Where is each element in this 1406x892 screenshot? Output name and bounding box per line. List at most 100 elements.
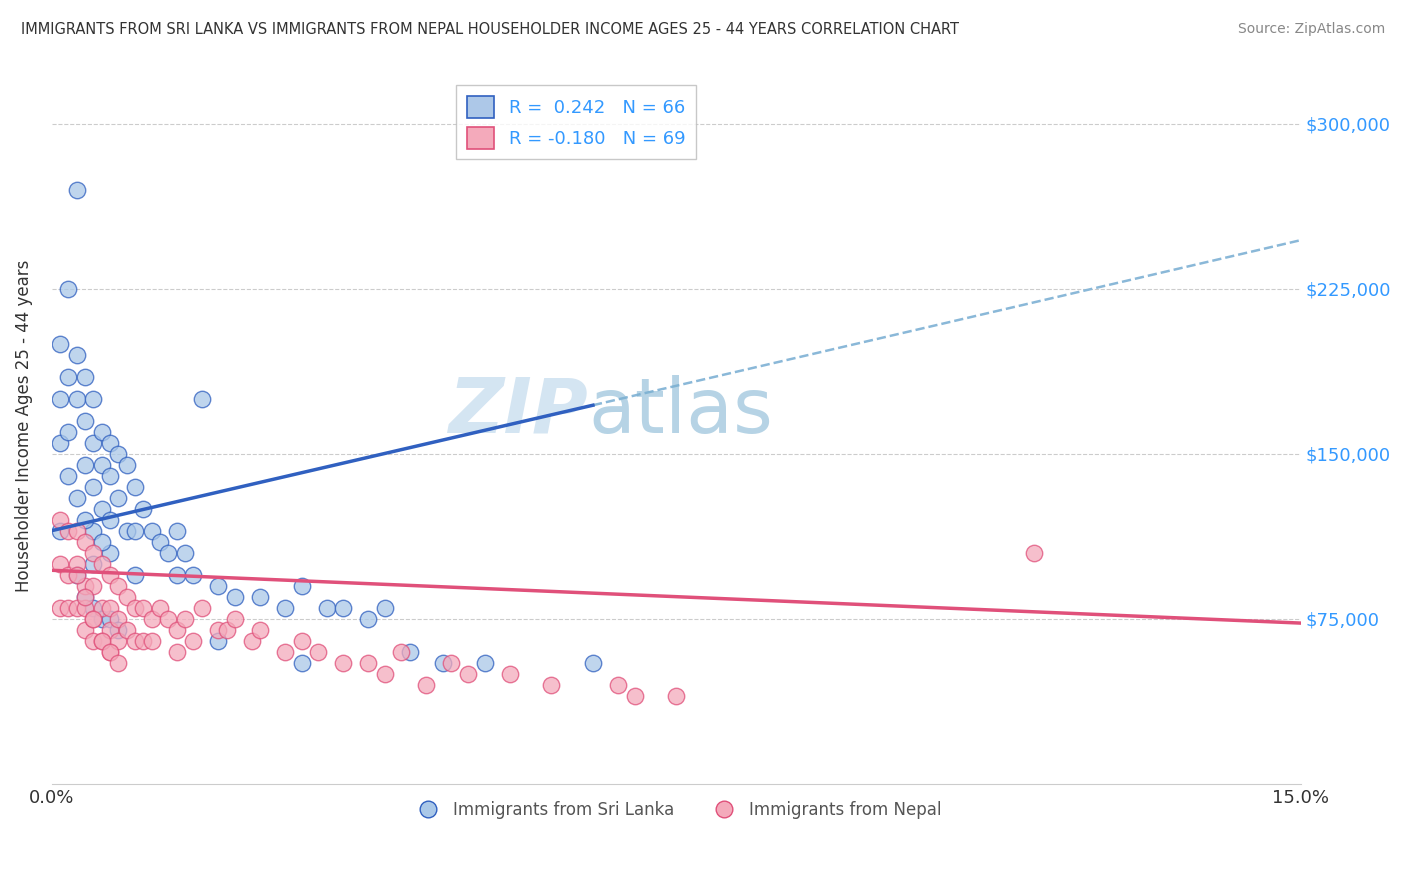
Point: [58, 524, 80, 538]
Point: [107, 633, 129, 648]
Point: [181, 633, 204, 648]
Point: [107, 447, 129, 461]
Legend: Immigrants from Sri Lanka, Immigrants from Nepal: Immigrants from Sri Lanka, Immigrants fr…: [405, 794, 948, 825]
Point: [132, 600, 155, 615]
Point: [398, 645, 420, 659]
Point: [606, 678, 628, 692]
Point: [474, 656, 496, 670]
Point: [457, 666, 479, 681]
Point: [166, 567, 188, 582]
Point: [332, 656, 354, 670]
Point: [174, 546, 197, 560]
Point: [124, 633, 146, 648]
Point: [73, 590, 96, 604]
Point: [157, 612, 180, 626]
Point: [240, 633, 263, 648]
Point: [290, 579, 312, 593]
Point: [132, 633, 155, 648]
Point: [58, 369, 80, 384]
Point: [66, 600, 89, 615]
Point: [315, 600, 337, 615]
Point: [73, 369, 96, 384]
Point: [499, 666, 522, 681]
Point: [166, 623, 188, 637]
Point: [440, 656, 463, 670]
Point: [66, 348, 89, 362]
Point: [82, 612, 104, 626]
Point: [374, 666, 396, 681]
Point: [665, 689, 688, 703]
Point: [66, 183, 89, 197]
Point: [107, 579, 129, 593]
Point: [49, 513, 72, 527]
Point: [90, 557, 112, 571]
Point: [49, 600, 72, 615]
Point: [98, 600, 121, 615]
Point: [190, 600, 212, 615]
Point: [73, 623, 96, 637]
Point: [98, 645, 121, 659]
Point: [332, 600, 354, 615]
Point: [90, 600, 112, 615]
Point: [124, 600, 146, 615]
Point: [115, 524, 138, 538]
Point: [58, 425, 80, 439]
Point: [82, 579, 104, 593]
Point: [73, 534, 96, 549]
Point: [66, 491, 89, 505]
Point: [290, 633, 312, 648]
Point: [249, 623, 271, 637]
Point: [190, 392, 212, 406]
Point: [115, 590, 138, 604]
Point: [82, 546, 104, 560]
Point: [82, 524, 104, 538]
Point: [90, 612, 112, 626]
Point: [174, 612, 197, 626]
Point: [58, 282, 80, 296]
Point: [98, 612, 121, 626]
Point: [98, 546, 121, 560]
Point: [73, 458, 96, 472]
Point: [58, 567, 80, 582]
Point: [141, 633, 163, 648]
Y-axis label: Householder Income Ages 25 - 44 years: Householder Income Ages 25 - 44 years: [15, 260, 32, 592]
Point: [82, 612, 104, 626]
Point: [307, 645, 329, 659]
Point: [141, 524, 163, 538]
Text: IMMIGRANTS FROM SRI LANKA VS IMMIGRANTS FROM NEPAL HOUSEHOLDER INCOME AGES 25 - : IMMIGRANTS FROM SRI LANKA VS IMMIGRANTS …: [21, 22, 959, 37]
Point: [207, 579, 229, 593]
Point: [107, 491, 129, 505]
Point: [124, 567, 146, 582]
Point: [58, 600, 80, 615]
Point: [98, 513, 121, 527]
Point: [374, 600, 396, 615]
Point: [290, 656, 312, 670]
Point: [207, 633, 229, 648]
Point: [49, 435, 72, 450]
Point: [415, 678, 437, 692]
Point: [98, 435, 121, 450]
Point: [82, 600, 104, 615]
Point: [149, 534, 172, 549]
Point: [90, 458, 112, 472]
Point: [132, 501, 155, 516]
Point: [357, 612, 380, 626]
Point: [107, 656, 129, 670]
Point: [82, 557, 104, 571]
Text: atlas: atlas: [589, 375, 773, 449]
Point: [73, 590, 96, 604]
Point: [391, 645, 413, 659]
Point: [73, 579, 96, 593]
Point: [207, 623, 229, 637]
Point: [73, 513, 96, 527]
Point: [49, 392, 72, 406]
Point: [357, 656, 380, 670]
Point: [90, 425, 112, 439]
Point: [98, 645, 121, 659]
Point: [215, 623, 238, 637]
Point: [66, 567, 89, 582]
Point: [49, 524, 72, 538]
Point: [98, 468, 121, 483]
Point: [73, 414, 96, 428]
Point: [90, 633, 112, 648]
